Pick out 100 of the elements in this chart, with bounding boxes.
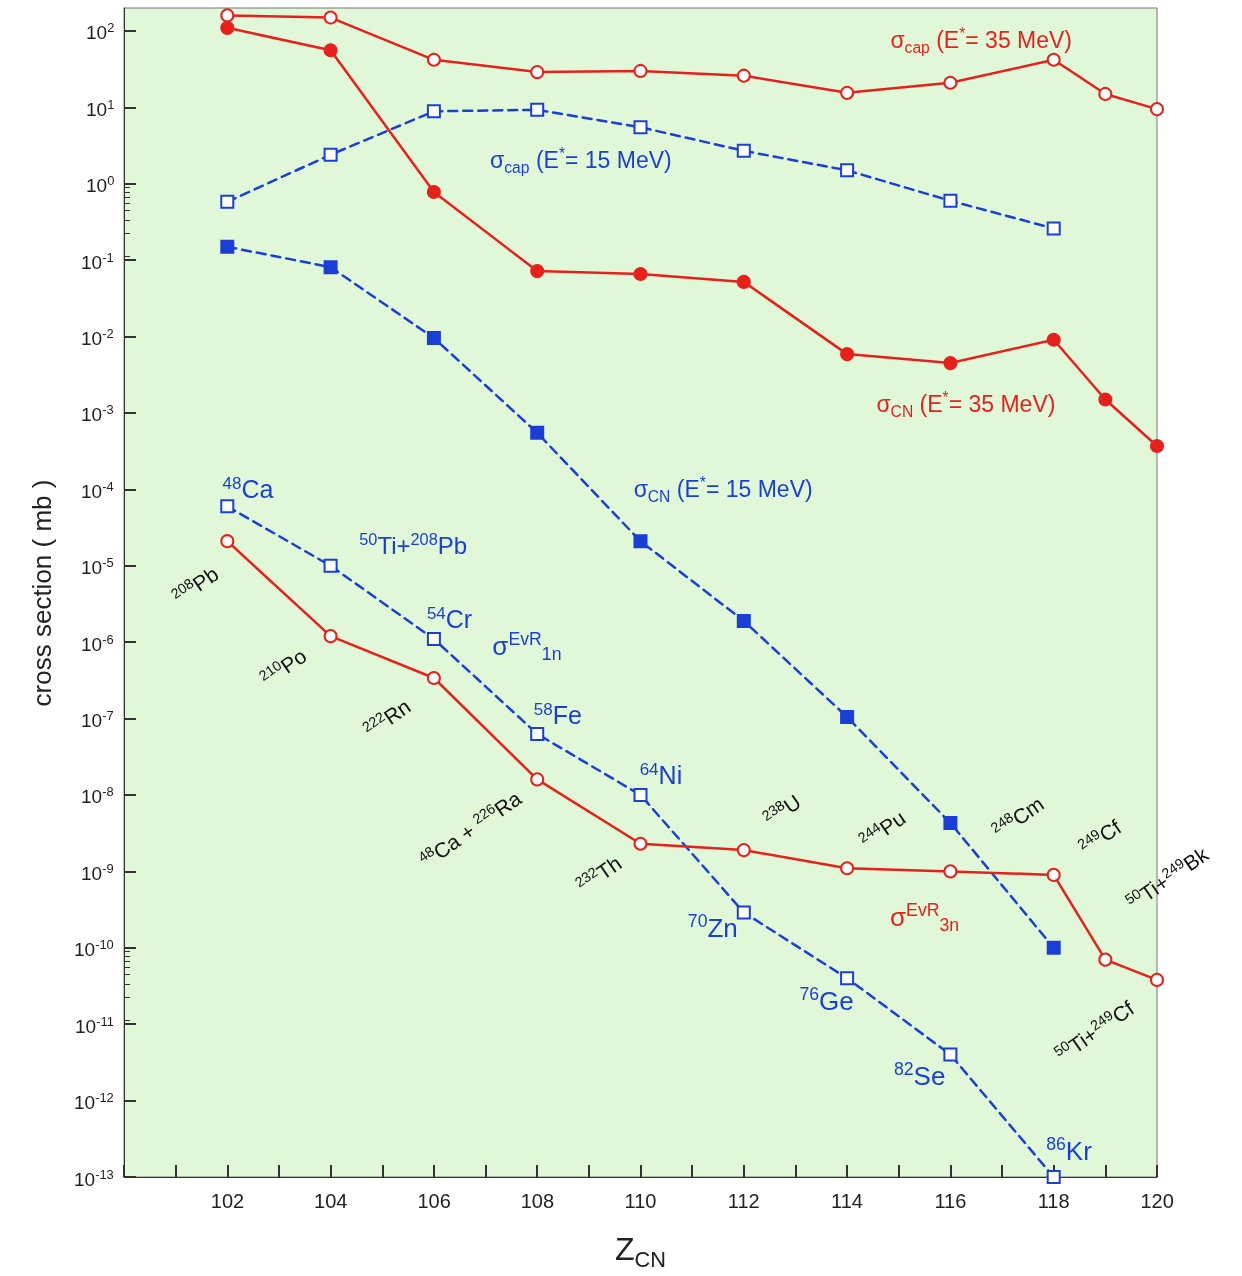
point (530, 102, 545, 117)
annotation: σ$_{CN}$ (E$^{*}$= 15 MeV) (633, 474, 813, 505)
y-tick-label: 10$^{0}$ (86, 173, 115, 197)
point (426, 104, 441, 119)
point (736, 843, 751, 858)
y-tick-label: 10$^{-3}$ (81, 402, 114, 426)
point (323, 147, 338, 162)
y-tick-label: 10$^{-12}$ (74, 1090, 114, 1114)
annotation: $^{50}$Ti+$^{208}$Pb (359, 530, 468, 560)
point (633, 836, 648, 851)
y-tick-label: 10$^{-10}$ (74, 937, 114, 961)
point (426, 185, 441, 200)
x-axis-title: Z$_{CN}$ (615, 1231, 666, 1272)
point (633, 120, 648, 135)
x-tick-label: 114 (831, 1190, 863, 1212)
point (323, 10, 338, 25)
point (840, 709, 855, 724)
point (426, 671, 441, 685)
point (323, 629, 338, 644)
x-tick-label: 118 (1037, 1190, 1070, 1212)
annotation: σ$_{cap}$ (E$^{*}$= 15 MeV) (490, 145, 672, 176)
annotation: $^{54}$Cr (426, 603, 473, 633)
point (840, 85, 855, 100)
annotation: $^{58}$Fe (533, 699, 582, 729)
annotation: σ$_{cap}$ (E$^{*}$= 35 MeV) (890, 25, 1073, 56)
point (220, 534, 235, 549)
y-tick-label: 10$^{2}$ (86, 20, 115, 44)
point (1046, 332, 1061, 347)
point (943, 356, 958, 371)
point (1046, 221, 1061, 236)
x-tick-label: 116 (934, 1190, 967, 1212)
annotation: $^{76}$Ge (799, 984, 854, 1017)
point (943, 864, 958, 879)
point (1046, 940, 1061, 955)
x-tick-label: 102 (210, 1190, 245, 1212)
point (323, 260, 338, 275)
y-tick-label: 10$^{-6}$ (81, 631, 114, 655)
annotation: $^{82}$Se (893, 1059, 946, 1091)
point (633, 788, 648, 802)
point (530, 425, 545, 440)
point (323, 43, 338, 58)
point (633, 63, 648, 78)
point (1098, 86, 1113, 101)
annotation: $^{64}$Ni (639, 759, 683, 789)
annotation: $^{48}$Ca (222, 473, 274, 503)
annotation: $^{86}$Kr (1046, 1134, 1092, 1166)
point (220, 239, 235, 254)
point (1098, 392, 1113, 407)
point (530, 65, 545, 80)
point (323, 558, 338, 573)
point (220, 194, 235, 209)
y-tick-label: 10$^{-8}$ (81, 784, 114, 808)
point (1150, 972, 1164, 987)
y-tick-label: 10$^{-1}$ (81, 249, 114, 273)
point (1098, 952, 1113, 967)
x-tick-label: 112 (727, 1190, 760, 1212)
x-tick-label: 108 (520, 1190, 555, 1212)
point (943, 75, 958, 90)
point (943, 193, 958, 208)
point (1046, 52, 1061, 67)
point (426, 52, 441, 67)
point (633, 266, 648, 281)
point (943, 816, 958, 830)
point (840, 347, 855, 362)
y-tick-label: 10$^{-7}$ (81, 708, 114, 732)
point (736, 613, 751, 628)
point (1046, 867, 1061, 882)
point (1150, 438, 1164, 453)
y-tick-label: 10$^{-5}$ (81, 555, 114, 579)
point (633, 534, 648, 549)
point (220, 499, 235, 514)
point (1046, 1170, 1061, 1184)
point (736, 274, 751, 289)
point (943, 1047, 958, 1062)
point (530, 264, 545, 279)
point (530, 726, 545, 741)
point (840, 971, 855, 986)
point (736, 143, 751, 158)
point (530, 772, 545, 787)
y-tick-label: 10$^{-2}$ (81, 326, 114, 350)
point (840, 163, 855, 178)
y-tick-label: 10$^{-13}$ (74, 1166, 114, 1190)
y-tick-label: 10$^{-9}$ (81, 860, 114, 884)
y-axis-title: cross section ( mb ) (26, 479, 57, 706)
point (426, 632, 441, 647)
point (220, 8, 235, 23)
x-tick-label: 120 (1140, 1190, 1174, 1212)
point (736, 68, 751, 83)
y-tick-label: 10$^{1}$ (86, 96, 115, 120)
point (1150, 102, 1164, 117)
x-tick-label: 104 (314, 1190, 348, 1212)
point (736, 905, 751, 920)
annotation: σ$_{CN}$ (E$^{*}$= 35 MeV) (876, 389, 1056, 420)
annotation: $^{70}$Zn (687, 911, 738, 944)
point (426, 330, 441, 345)
y-tick-label: 10$^{-4}$ (81, 478, 114, 502)
point (840, 861, 855, 876)
x-tick-label: 106 (417, 1190, 451, 1212)
point (220, 20, 235, 35)
x-tick-label: 110 (624, 1190, 657, 1212)
